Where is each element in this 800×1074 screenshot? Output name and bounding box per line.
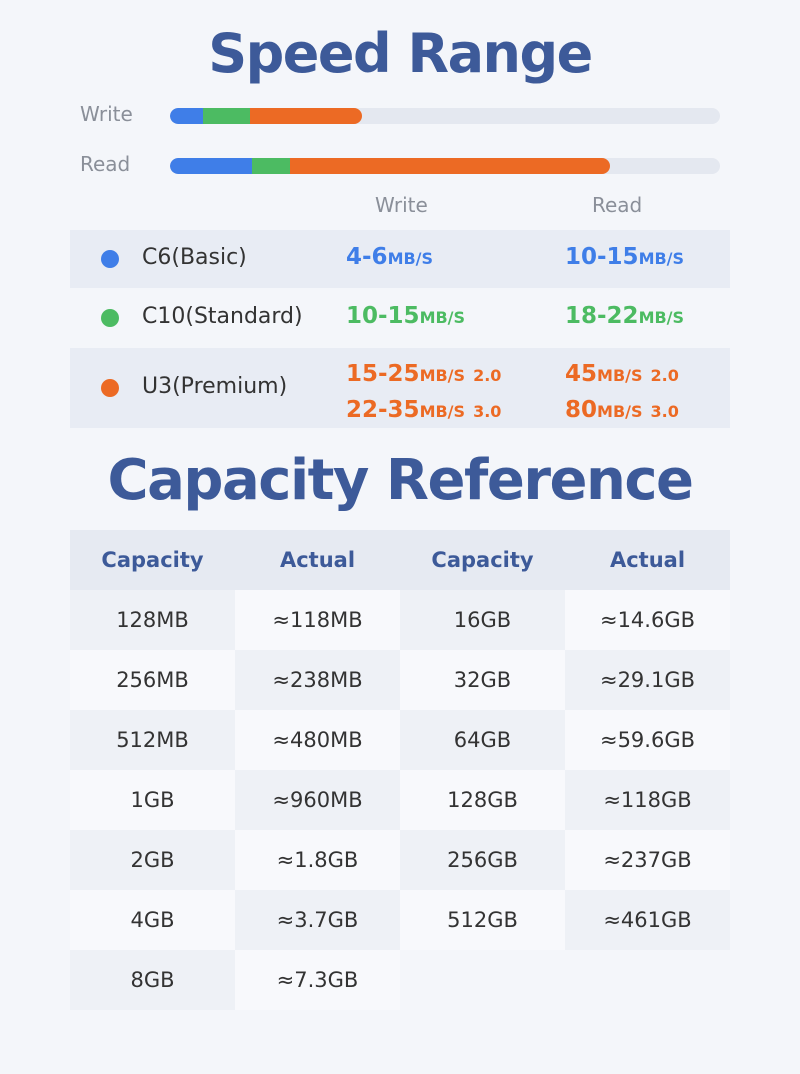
speed-dot [101, 379, 119, 397]
table-cell: ≈118MB [235, 590, 400, 650]
speed-unit: MB/S [638, 249, 685, 268]
speed-value: 4-6MB/S [346, 244, 433, 270]
speed-range: 45 [565, 361, 598, 387]
table-header: Capacity [70, 530, 235, 590]
table-cell: ≈960MB [235, 770, 400, 830]
table-cell: 1GB [70, 770, 235, 830]
table-cell: 16GB [400, 590, 565, 650]
table-header: Capacity [400, 530, 565, 590]
speed-range: 80 [565, 397, 598, 423]
table-cell: ≈3.7GB [235, 890, 400, 950]
table-header: Actual [565, 530, 730, 590]
table-cell: 512GB [400, 890, 565, 950]
table-cell: 64GB [400, 710, 565, 770]
bar-track [170, 108, 720, 124]
speed-class: U3(Premium) [142, 374, 288, 399]
speed-dot [101, 250, 119, 268]
speed-range: 10-15 [565, 244, 639, 270]
table-header: Actual [235, 530, 400, 590]
table-cell: ≈238MB [235, 650, 400, 710]
speed-unit: MB/S [419, 402, 466, 421]
bar-label: Read [80, 152, 131, 176]
table-cell: 256MB [70, 650, 235, 710]
table-cell: ≈480MB [235, 710, 400, 770]
table-cell: ≈237GB [565, 830, 730, 890]
bar-segment [290, 158, 610, 174]
table-cell: ≈7.3GB [235, 950, 400, 1010]
speed-class: C6(Basic) [142, 245, 247, 270]
table-cell: ≈59.6GB [565, 710, 730, 770]
speed-unit: MB/S [638, 308, 685, 327]
speed-value: 15-25MB/S 2.0 [346, 361, 501, 387]
table-cell: ≈14.6GB [565, 590, 730, 650]
bar-segment [252, 158, 290, 174]
table-cell: 128MB [70, 590, 235, 650]
capacity-title: Capacity Reference [107, 448, 694, 513]
table-cell: 2GB [70, 830, 235, 890]
speed-value: 18-22MB/S [565, 303, 684, 329]
table-cell: 32GB [400, 650, 565, 710]
speed-unit: MB/S [597, 366, 643, 385]
speed-unit: MB/S [597, 402, 643, 421]
table-cell: ≈118GB [565, 770, 730, 830]
bar-track [170, 158, 720, 174]
speed-unit: MB/S [387, 249, 434, 268]
speed-value: 45MB/S 2.0 [565, 361, 679, 387]
column-header: Read [592, 193, 643, 217]
speed-value: 22-35MB/S 3.0 [346, 397, 501, 423]
table-cell: ≈1.8GB [235, 830, 400, 890]
speed-range: 15-25 [346, 361, 420, 387]
speed-unit: MB/S [419, 366, 466, 385]
speed-value: 80MB/S 3.0 [565, 397, 679, 423]
table-cell: 8GB [70, 950, 235, 1010]
table-cell: ≈29.1GB [565, 650, 730, 710]
speed-version: 2.0 [473, 366, 502, 385]
table-cell: 128GB [400, 770, 565, 830]
table-cell: 4GB [70, 890, 235, 950]
speed-dot [101, 309, 119, 327]
speed-range: 18-22 [565, 303, 639, 329]
speed-row: C10(Standard) 10-15MB/S 18-22MB/S [70, 290, 730, 346]
speed-unit: MB/S [419, 308, 466, 327]
bar-segment [250, 108, 362, 124]
speed-class: C10(Standard) [142, 304, 303, 329]
column-header: Write [375, 193, 428, 217]
speed-value: 10-15MB/S [346, 303, 465, 329]
table-cell: ≈461GB [565, 890, 730, 950]
speed-version: 3.0 [650, 402, 679, 421]
speed-value: 10-15MB/S [565, 244, 684, 270]
speed-range: 10-15 [346, 303, 420, 329]
bar-segment [170, 158, 270, 174]
speed-range: 4-6 [346, 244, 388, 270]
speed-row: U3(Premium) 15-25MB/S 2.0 22-35MB/S 3.0 45M… [70, 348, 730, 428]
table-cell: 256GB [400, 830, 565, 890]
speed-version: 2.0 [650, 366, 679, 385]
speed-range: 22-35 [346, 397, 420, 423]
speed-title: Speed Range [208, 22, 593, 85]
speed-version: 3.0 [473, 402, 502, 421]
speed-row: C6(Basic) 4-6MB/S 10-15MB/S [70, 230, 730, 288]
table-cell: 512MB [70, 710, 235, 770]
bar-label: Write [80, 102, 133, 126]
bar-segment [203, 108, 250, 124]
